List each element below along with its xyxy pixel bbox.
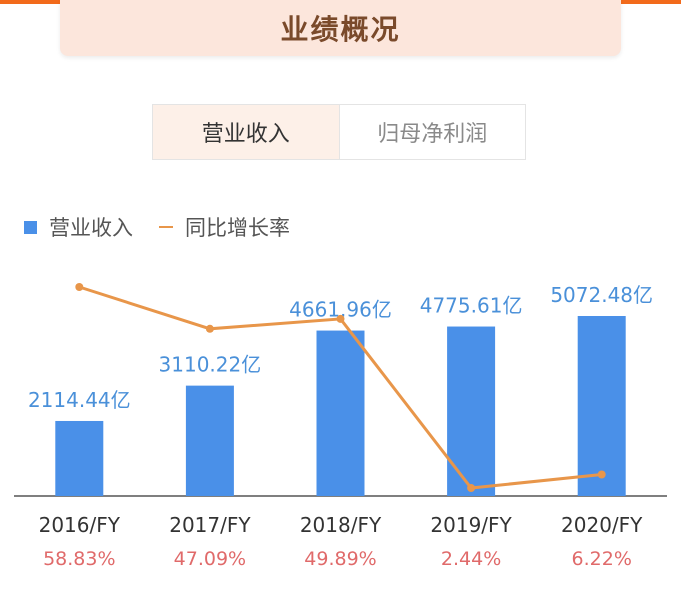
growth-rate-label: 47.09% [173, 548, 247, 570]
growth-rate-label: 6.22% [571, 548, 632, 570]
growth-rate-label: 2.44% [440, 548, 502, 570]
bar-2018/FY [316, 330, 365, 496]
revenue-chart: 2114.44亿2016/FY3110.22亿2017/FY4661.96亿20… [14, 283, 667, 537]
x-tick-label: 2017/FY [169, 513, 251, 537]
tab-revenue[interactable]: 营业收入 [153, 105, 339, 159]
page-title: 业绩概况 [280, 13, 401, 46]
bar-2019/FY [447, 326, 496, 496]
metric-tabs: 营业收入 归母净利润 [152, 104, 526, 160]
chart-legend: 营业收入 同比增长率 [24, 212, 290, 242]
growth-point [467, 484, 476, 492]
x-tick-label: 2018/FY [300, 513, 382, 537]
bar-value-label: 5072.48亿 [550, 283, 653, 307]
header-banner: 业绩概况 [60, 0, 621, 56]
bar-value-label: 3110.22亿 [159, 353, 262, 377]
growth-rate-row: 58.83% 47.09% 49.89% 2.44% 6.22% [0, 548, 681, 578]
legend-line-swatch [159, 226, 173, 228]
x-tick-label: 2016/FY [39, 513, 121, 537]
top-accent-left [0, 0, 64, 4]
bar-2017/FY [185, 385, 234, 496]
bar-2020/FY [577, 316, 626, 496]
growth-point [205, 324, 214, 333]
growth-point [75, 283, 84, 291]
x-tick-label: 2020/FY [561, 513, 643, 537]
x-tick-label: 2019/FY [430, 513, 512, 537]
legend-line-label: 同比增长率 [185, 216, 290, 240]
legend-bar-label: 营业收入 [49, 216, 133, 240]
growth-point [336, 314, 345, 323]
growth-rate-label: 58.83% [43, 548, 116, 570]
bar-value-label: 2114.44亿 [28, 388, 131, 412]
tab-net-profit[interactable]: 归母净利润 [338, 105, 525, 159]
legend-bar-swatch [24, 220, 37, 234]
growth-point [597, 470, 606, 479]
top-accent-right [617, 0, 681, 4]
bar-value-label: 4775.61亿 [420, 294, 523, 318]
bar-2016/FY [55, 420, 104, 496]
growth-rate-label: 49.89% [304, 548, 377, 570]
